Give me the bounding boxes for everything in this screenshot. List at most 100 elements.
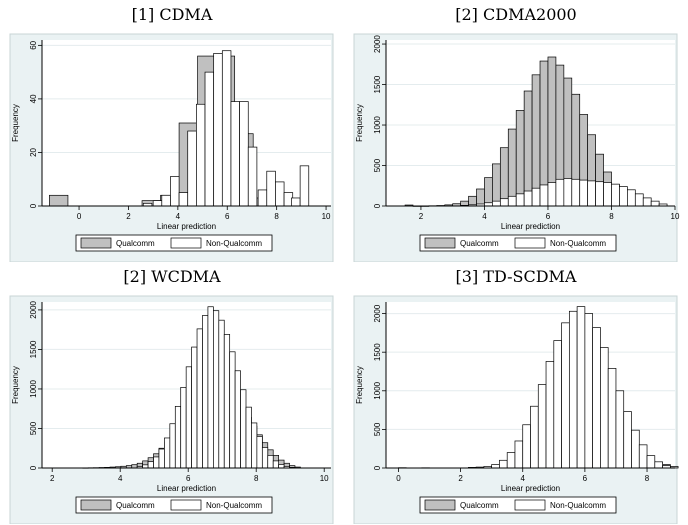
y-tick-label: 0: [29, 465, 38, 470]
y-tick-label: 500: [29, 421, 38, 435]
x-tick-label: 6: [186, 474, 191, 483]
histogram-bar: [627, 189, 636, 207]
panel-title: [2] WCDMA: [123, 267, 221, 286]
histogram-bar: [607, 368, 617, 469]
histogram-bar: [251, 422, 258, 469]
histogram-bar: [213, 53, 223, 207]
histogram-bar: [571, 178, 581, 207]
histogram-bar: [278, 464, 285, 469]
histogram-bar: [642, 197, 652, 207]
x-tick-label: 8: [645, 474, 650, 483]
y-axis-label: Frequency: [11, 366, 20, 404]
histogram-bar: [213, 310, 220, 469]
histogram-bar: [178, 192, 189, 207]
histogram-bar: [499, 198, 509, 207]
x-axis-label: Linear prediction: [157, 222, 216, 231]
histogram-bar: [515, 193, 525, 207]
y-tick-label: 2000: [373, 304, 382, 322]
histogram-bar: [147, 461, 154, 469]
y-tick-label: 1500: [373, 343, 382, 361]
histogram-bar: [152, 200, 163, 207]
histogram-bar: [523, 190, 533, 207]
y-tick-label: 2000: [29, 300, 38, 318]
y-tick-label: 20: [29, 147, 38, 156]
histogram-bar: [180, 387, 187, 469]
x-tick-label: 6: [546, 212, 551, 221]
legend-swatch-non-qualcomm: [514, 499, 546, 511]
x-tick-label: 0: [396, 474, 401, 483]
legend: Qualcomm Non-Qualcomm: [419, 234, 617, 252]
y-tick-label: 60: [29, 40, 38, 49]
histogram-bar: [595, 181, 604, 207]
y-tick-label: 1500: [29, 340, 38, 358]
y-tick-label: 2000: [373, 35, 382, 53]
histogram-bar: [174, 405, 182, 469]
histogram-bar: [623, 411, 632, 469]
x-tick-label: 10: [322, 212, 331, 221]
panel-title: [1] CDMA: [131, 5, 213, 24]
histogram-bar: [153, 456, 160, 469]
y-tick-label: 1000: [373, 381, 382, 399]
legend: Qualcomm Non-Qualcomm: [419, 496, 617, 514]
histogram-bar: [245, 406, 252, 469]
histogram-bar: [638, 444, 648, 469]
histogram-bar: [207, 306, 214, 469]
histogram-bar: [646, 455, 656, 469]
histogram-bar: [592, 327, 601, 469]
y-axis-label: Frequency: [11, 104, 20, 142]
histogram-bar: [499, 459, 508, 469]
histogram-bar: [158, 448, 165, 469]
series-non-qualcomm: [142, 50, 310, 207]
histogram-bar: [539, 184, 549, 207]
histogram-bar: [537, 384, 547, 469]
legend-label-non-qualcomm: Non-Qualcomm: [550, 501, 606, 510]
histogram-bar: [221, 50, 232, 207]
histogram-bar: [491, 464, 500, 469]
histogram-bar: [523, 90, 533, 207]
histogram-bar: [202, 315, 209, 469]
y-tick-label: 0: [373, 203, 382, 208]
histogram-bar: [531, 187, 541, 207]
legend-swatch-non-qualcomm: [170, 237, 202, 249]
histogram-bar: [492, 163, 501, 207]
histogram-bar: [654, 461, 663, 469]
histogram-bar: [261, 447, 269, 469]
x-tick-label: 2: [419, 212, 424, 221]
histogram-bar: [185, 366, 192, 469]
histogram-bar: [272, 460, 279, 469]
histogram-bar: [170, 176, 180, 207]
x-tick-label: 10: [320, 474, 329, 483]
x-tick-label: 10: [671, 212, 680, 221]
histogram-bar: [547, 182, 557, 207]
histogram-bar: [531, 74, 541, 207]
histogram-bar: [530, 405, 539, 469]
x-tick-label: 6: [583, 474, 588, 483]
x-tick-label: 8: [274, 212, 279, 221]
series-non-qualcomm: [467, 306, 671, 469]
legend-label-qualcomm: Qualcomm: [460, 501, 499, 510]
y-tick-label: 0: [29, 203, 38, 208]
histogram-bar: [506, 452, 516, 469]
y-tick-label: 1500: [373, 75, 382, 93]
histogram-bar: [561, 322, 570, 469]
histogram-bar: [169, 423, 176, 469]
x-axis-label: Linear prediction: [157, 484, 216, 493]
x-tick-label: 4: [176, 212, 181, 221]
x-tick-label: 4: [521, 474, 526, 483]
histogram-bar: [191, 346, 198, 469]
legend-label-non-qualcomm: Non-Qualcomm: [550, 239, 606, 248]
panel-wcdma: [2] WCDMA 0 500 1000 1500 2000 2 4 6 8 10 Linear p…: [0, 262, 344, 524]
histogram-bar: [49, 194, 69, 207]
histogram-wcdma: 0 500 1000 1500 2000 2 4 6 8 10 Linear prediction F…: [9, 295, 334, 524]
panel-td-scdma: [3] TD-SCDMA 0 500 1000 1500 2000 0 2 4 6 8 Linear…: [344, 262, 688, 524]
panel-cdma: [1] CDMA 0 20 40 60 0 2 4 6 8 10 Linear prediction…: [0, 0, 344, 262]
x-tick-label: 4: [118, 474, 123, 483]
histogram-bar: [615, 390, 625, 469]
y-tick-label: 500: [373, 422, 382, 436]
histogram-bar: [223, 334, 231, 469]
y-axis-label: Frequency: [355, 104, 364, 142]
y-axis-label: Frequency: [355, 366, 364, 404]
histogram-bar: [603, 182, 612, 207]
histogram-bar: [514, 440, 524, 469]
panel-title: [2] CDMA2000: [455, 5, 577, 24]
